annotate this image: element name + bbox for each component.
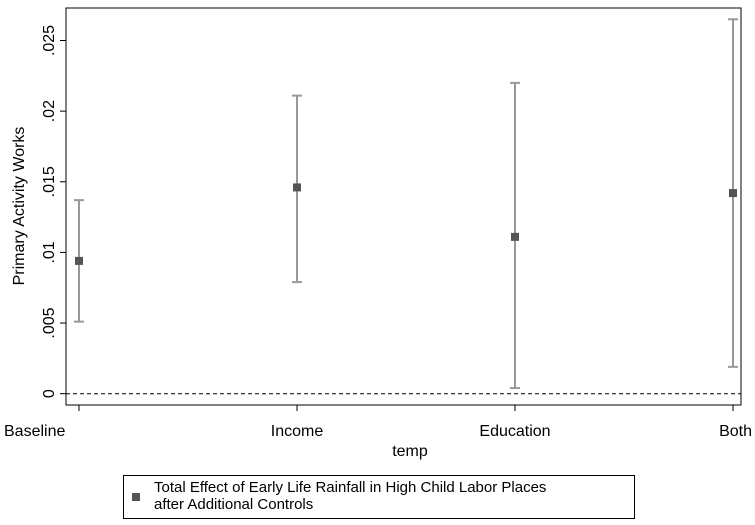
point (729, 189, 737, 198)
point (75, 256, 83, 265)
point (293, 183, 301, 192)
chart: Primary Activity Works temp 0 .005 .01 .015… (4, 7, 752, 460)
x-tick-label: Baseline (4, 423, 65, 440)
y-tick-label: 0 (41, 389, 58, 398)
x-tick-label: Both (719, 423, 752, 440)
x-tick-label: Education (479, 423, 550, 440)
y-tick-label: .015 (41, 166, 58, 197)
x-tick-label: Income (271, 423, 324, 440)
legend-label: Total Effect of Early Life Rainfall in H… (154, 479, 547, 513)
x-axis-label: temp (392, 443, 428, 460)
y-tick-label: .025 (41, 25, 58, 56)
y-tick-label: .02 (41, 100, 58, 122)
y-tick-label: .005 (41, 307, 58, 338)
point (511, 232, 519, 241)
legend-symbol (132, 493, 140, 501)
y-tick-label: .01 (41, 241, 58, 263)
legend: Total Effect of Early Life Rainfall in H… (123, 475, 635, 519)
plot-frame (65, 7, 742, 406)
y-axis-label: Primary Activity Works (11, 127, 28, 286)
